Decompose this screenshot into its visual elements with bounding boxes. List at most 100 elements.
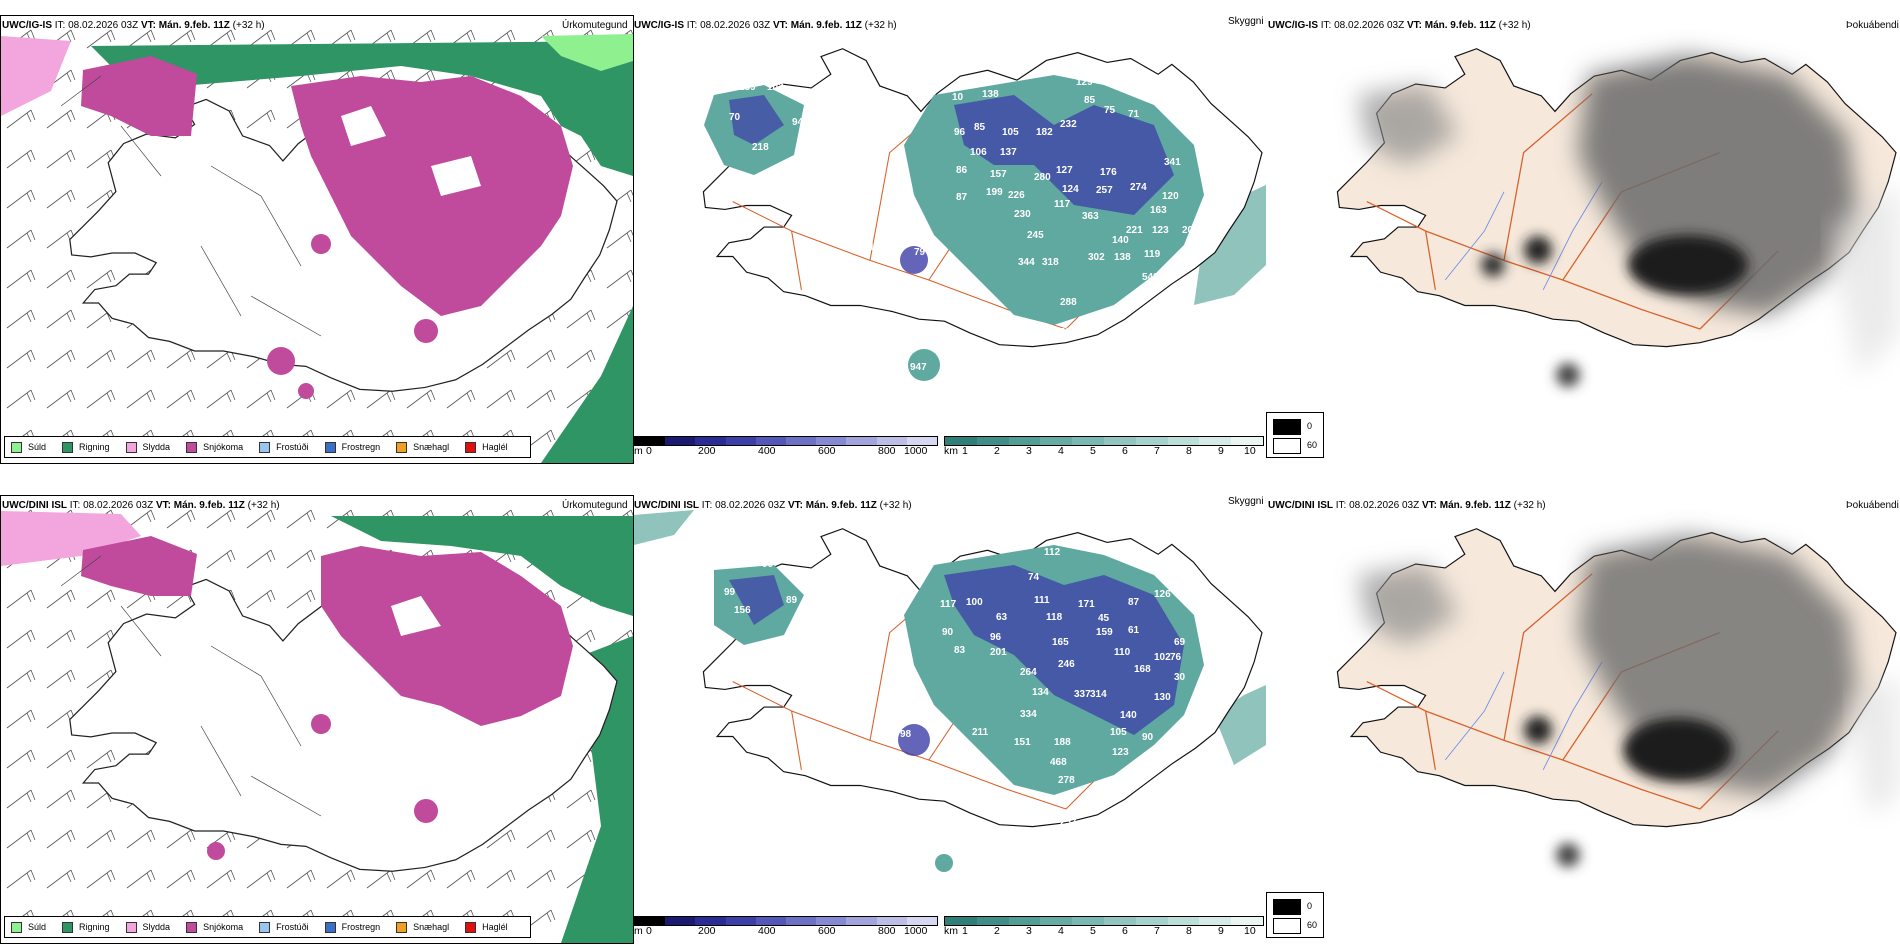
vis-label: 230 xyxy=(1014,209,1031,220)
ptype-header-row2: UWC/DINI ISL IT: 08.02.2026 03Z VT: Mán.… xyxy=(2,500,280,511)
ptype-legend-row2: Súld Rigning Slydda Snjókoma Frostúði Fr… xyxy=(4,916,531,938)
svg-text:63: 63 xyxy=(996,612,1008,623)
vis-label: 318 xyxy=(1042,257,1059,268)
svg-text:211: 211 xyxy=(972,727,989,738)
svg-text:112: 112 xyxy=(1044,547,1061,558)
drizzle-region xyxy=(541,34,633,71)
vis-label: 124 xyxy=(1062,184,1079,195)
lead-time: (+32 h) xyxy=(232,20,265,31)
vis-label: 102 xyxy=(767,82,784,93)
legend-item-hagel: Haglél xyxy=(465,441,508,453)
ptype-map-row1 xyxy=(1,16,633,463)
legend-swatch xyxy=(186,441,198,453)
svg-text:69: 69 xyxy=(1174,637,1186,648)
vis-label: 105 xyxy=(1002,127,1019,138)
svg-text:118: 118 xyxy=(1046,612,1063,623)
vis-label: 363 xyxy=(1082,211,1099,222)
svg-text:130: 130 xyxy=(1154,692,1171,703)
vis-label: 94 xyxy=(792,117,804,128)
svg-text:90: 90 xyxy=(942,627,954,638)
snow-cell xyxy=(267,347,295,375)
fog-legend-low-swatch xyxy=(1273,438,1301,454)
vis-label: 218 xyxy=(752,142,769,153)
svg-text:83: 83 xyxy=(954,645,966,656)
ptype-title-row1: Úrkomutegund xyxy=(562,20,628,31)
vis-label: 10 xyxy=(952,92,964,103)
svg-text:278: 278 xyxy=(1058,775,1075,786)
vis-label: 543 xyxy=(1142,272,1159,283)
legend-swatch xyxy=(125,441,137,453)
vis-label: 176 xyxy=(1100,167,1117,178)
visibility-title-row1: Skyggni xyxy=(1228,16,1264,27)
scale-strip xyxy=(944,436,1264,446)
vis-label: 274 xyxy=(1130,182,1147,193)
snow-cell xyxy=(414,319,438,343)
legend-item-rigning: Rigning xyxy=(62,441,110,453)
vt-value: Mán. 9.feb. 11Z xyxy=(158,20,230,31)
visibility-map-row2: 157 90 99 156 89 117 100 90 83 63 96 201… xyxy=(634,495,1266,925)
svg-text:264: 264 xyxy=(1020,667,1037,678)
ptype-legend-row1: Súld Rigning Slydda Snjókoma Frostúði Fr… xyxy=(4,436,531,458)
svg-text:102: 102 xyxy=(1154,652,1171,663)
snow-region-north xyxy=(81,56,197,136)
model-name: UWC/IG-IS xyxy=(2,20,52,31)
svg-text:105: 105 xyxy=(1110,727,1127,738)
vis-label: 221 xyxy=(1126,225,1143,236)
svg-text:201: 201 xyxy=(990,647,1007,658)
it-value: 08.02.2026 03Z xyxy=(68,20,139,31)
svg-text:89: 89 xyxy=(786,595,798,606)
vis-label: 111 xyxy=(864,242,880,253)
svg-text:98: 98 xyxy=(900,729,912,740)
vis-label: 163 xyxy=(1150,205,1167,216)
vis-label: 226 xyxy=(1008,190,1025,201)
snow-cell xyxy=(311,234,331,254)
visibility-scale-km-row2: km 1 2 3 4 5 6 7 8 9 10 xyxy=(944,916,1266,940)
vis-label: 85 xyxy=(1084,95,1096,106)
visibility-scale-m-row2: m 0 200 400 600 800 1000 xyxy=(634,916,938,940)
svg-text:157: 157 xyxy=(732,559,749,570)
vis-label: 120 xyxy=(1162,191,1179,202)
vis-label: 232 xyxy=(1060,119,1077,130)
vis-label: 87 xyxy=(956,192,968,203)
legend-swatch xyxy=(324,441,336,453)
svg-text:257: 257 xyxy=(1060,817,1077,828)
fog-title-row1: Þokuábendi xyxy=(1846,20,1899,31)
vis-label: 106 xyxy=(970,147,987,158)
ptype-panel-row2 xyxy=(0,495,634,944)
vis-label: 96 xyxy=(954,127,966,138)
legend-swatch xyxy=(396,441,408,453)
svg-text:159: 159 xyxy=(1096,627,1113,638)
vis-label: 70 xyxy=(729,112,741,123)
svg-text:100: 100 xyxy=(966,597,983,608)
fog-legend-row2: 0 60 xyxy=(1266,892,1324,938)
rain-region-se xyxy=(541,306,633,463)
svg-text:111: 111 xyxy=(1034,595,1050,606)
snow-cell xyxy=(298,383,314,399)
svg-text:123: 123 xyxy=(1112,747,1129,758)
fog-legend-high-swatch xyxy=(1273,419,1301,435)
svg-text:99: 99 xyxy=(724,587,736,598)
legend-item-snjokoma: Snjókoma xyxy=(186,441,243,453)
vis-label: 202 xyxy=(1182,225,1199,236)
vis-label: 257 xyxy=(1096,185,1113,196)
legend-item-snaehagl: Snæhagl xyxy=(396,441,449,453)
fog-header-row2: UWC/DINI ISL IT: 08.02.2026 03Z VT: Mán.… xyxy=(1268,500,1546,511)
ptype-panel-row1 xyxy=(0,15,634,464)
legend-swatch xyxy=(11,441,22,453)
visibility-scale-m-row1: m 0 200 400 600 800 1000 xyxy=(634,436,938,460)
visibility-scale-km-row1: km 1 2 3 4 5 6 7 8 9 10 xyxy=(944,436,1266,460)
legend-swatch xyxy=(259,441,271,453)
vis-label: 947 xyxy=(910,362,927,373)
vis-label: 280 xyxy=(1034,172,1051,183)
legend-item-frostudi: Frostúði xyxy=(259,441,309,453)
sleet-region xyxy=(1,36,71,116)
svg-text:110: 110 xyxy=(1114,647,1131,658)
ptype-title-row2: Úrkomutegund xyxy=(562,500,628,511)
vis-label: 245 xyxy=(1027,230,1044,241)
svg-text:314: 314 xyxy=(1090,689,1107,700)
svg-text:117: 117 xyxy=(940,599,957,610)
svg-text:156: 156 xyxy=(734,605,751,616)
vis-label: 137 xyxy=(1000,147,1017,158)
vis-label: 344 xyxy=(1018,257,1035,268)
svg-text:45: 45 xyxy=(1098,613,1110,624)
